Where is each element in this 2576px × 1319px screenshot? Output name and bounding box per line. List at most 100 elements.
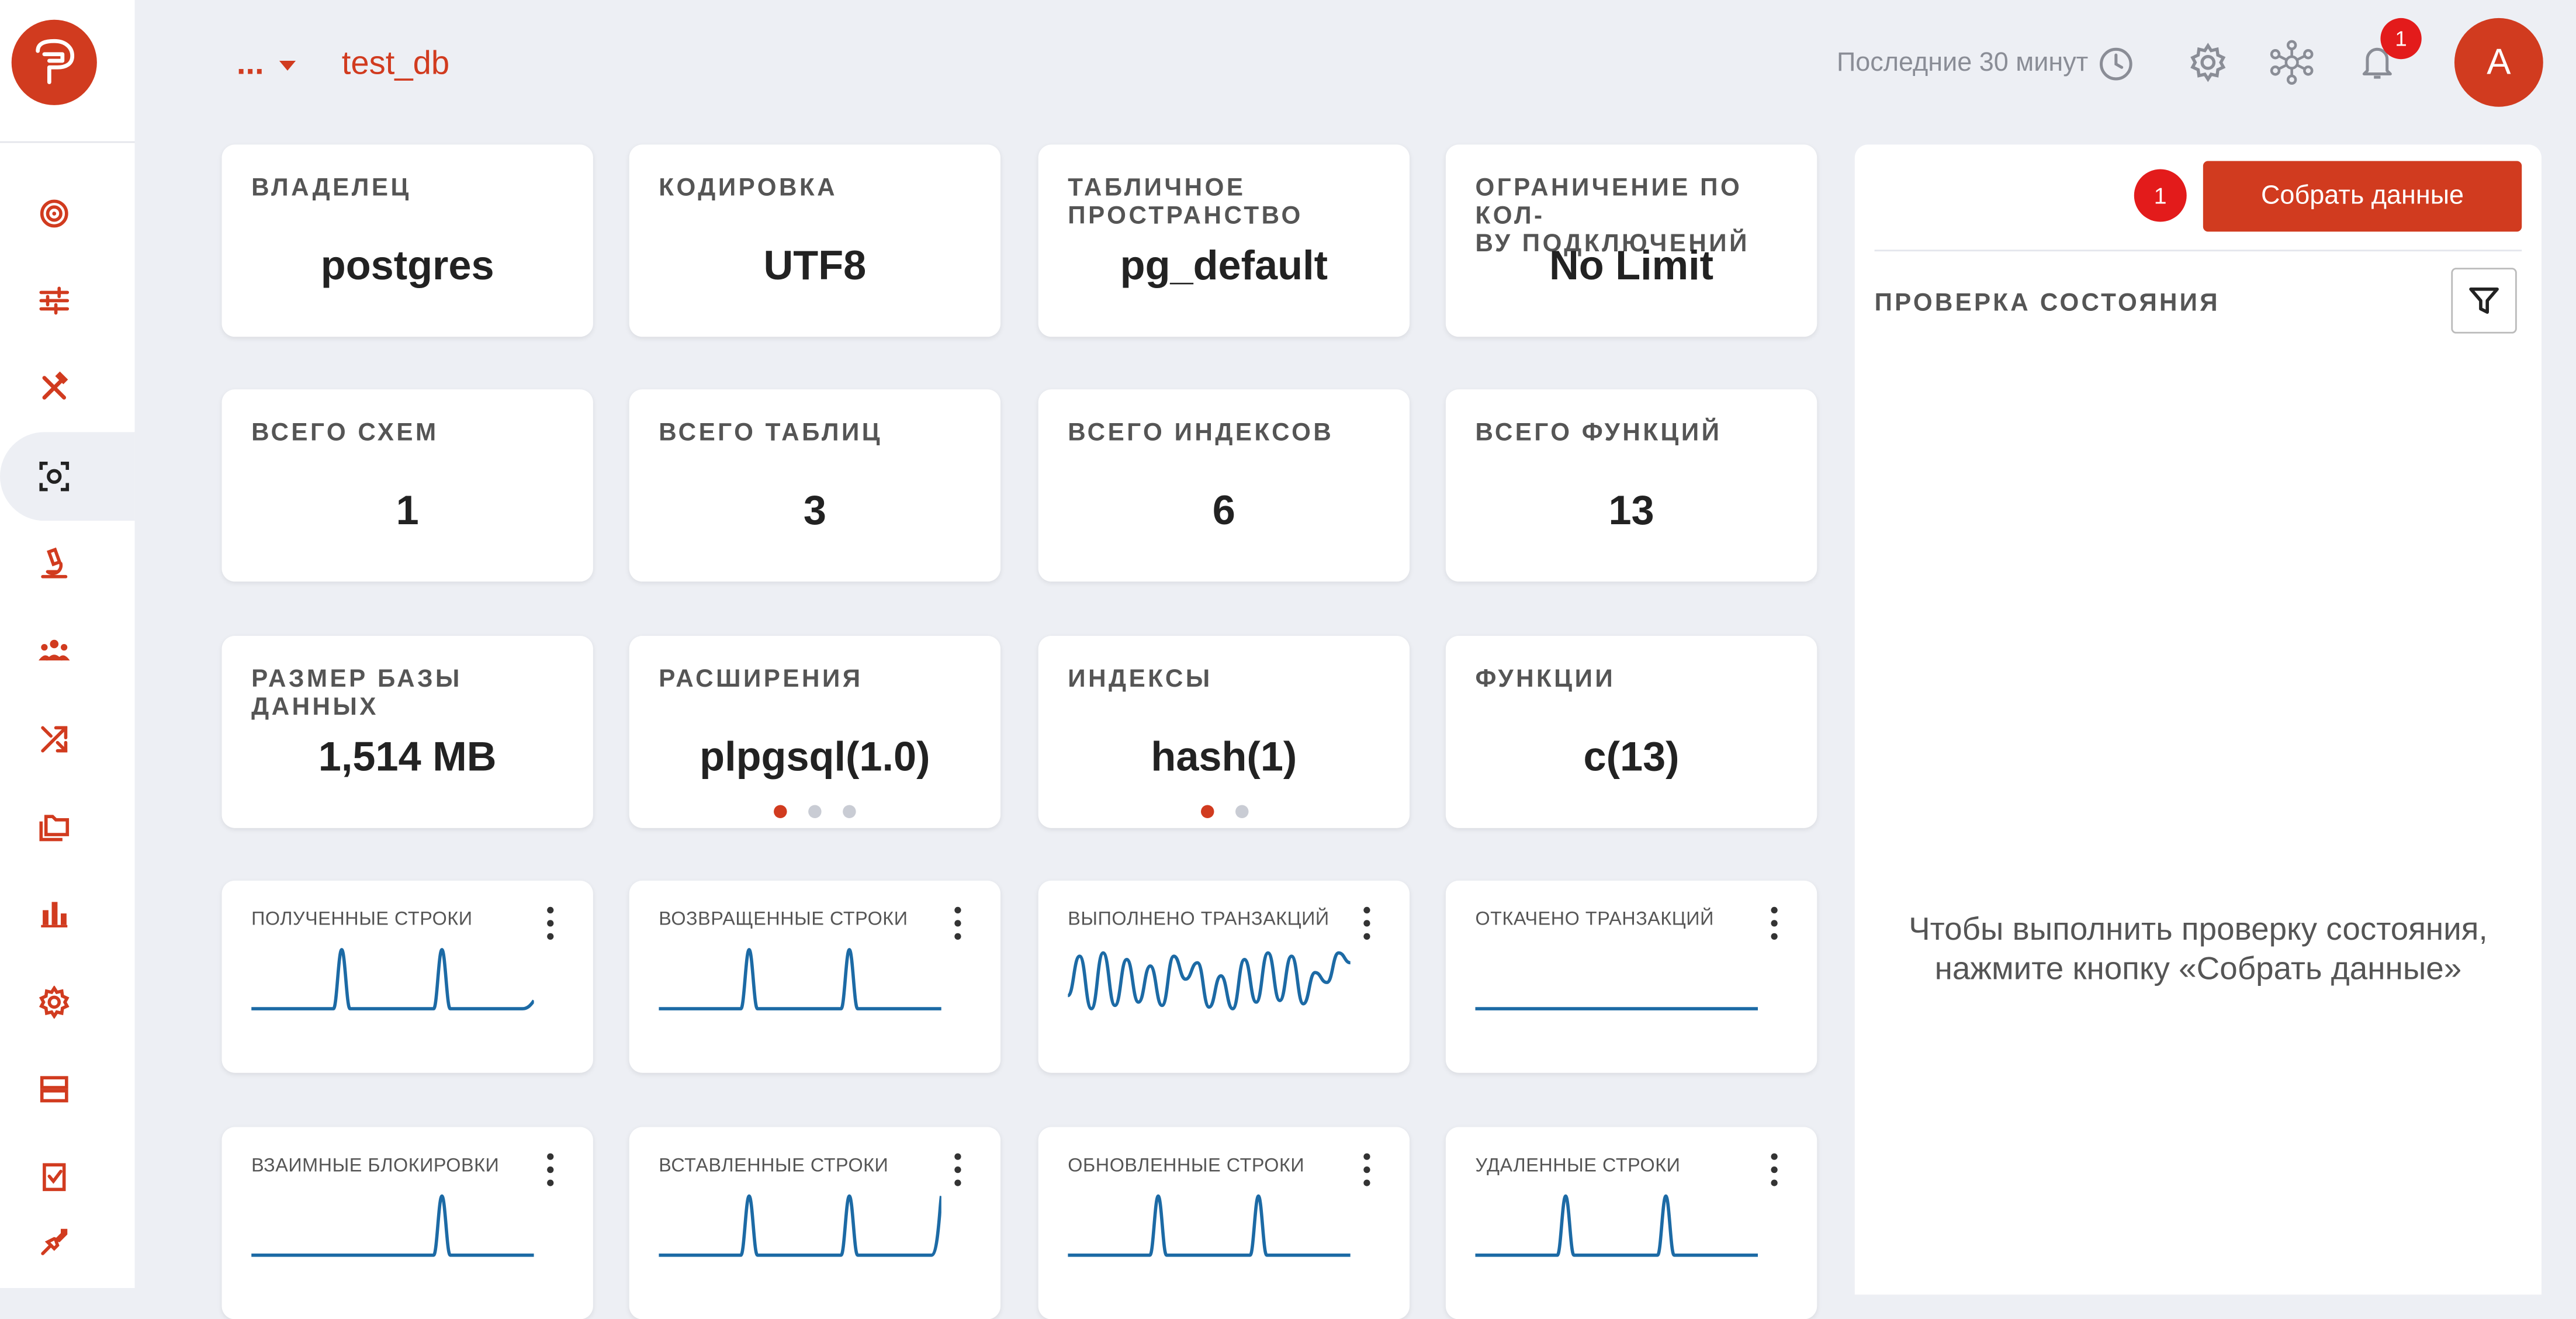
network-icon: [2270, 40, 2314, 85]
carousel-dot[interactable]: [1234, 805, 1248, 818]
breadcrumb-more-dropdown[interactable]: ...: [237, 46, 297, 84]
filter-button[interactable]: [2451, 268, 2517, 334]
info-card: ВЛАДЕЛЕЦ postgres: [221, 144, 593, 337]
target-icon: [40, 199, 68, 228]
breadcrumb-database[interactable]: test_db: [341, 46, 450, 82]
sparkline-series: [1068, 951, 1351, 1010]
settings-button[interactable]: [2185, 39, 2231, 85]
collect-data-button[interactable]: Собрать данные: [2203, 161, 2522, 232]
metric-chart-card: ОТКАЧЕНО ТРАНЗАКЦИЙ: [1445, 880, 1817, 1073]
metric-chart-card: ОБНОВЛЕННЫЕ СТРОКИ: [1038, 1127, 1410, 1319]
info-card-title: КОДИРОВКА: [659, 174, 838, 202]
sidebar-item-microscope[interactable]: [0, 527, 109, 600]
metric-chart-title: ВОЗВРАЩЕННЫЕ СТРОКИ: [659, 910, 908, 930]
info-card-title: ВСЕГО ФУНКЦИЙ: [1475, 418, 1722, 447]
info-card-title: ИНДЕКСЫ: [1068, 665, 1213, 694]
sidebar-item-checklist[interactable]: [0, 1140, 109, 1213]
chart-menu-button[interactable]: [537, 1153, 563, 1186]
chart-menu-button[interactable]: [1353, 906, 1380, 940]
user-avatar[interactable]: A: [2454, 18, 2543, 107]
info-card: РАСШИРЕНИЯ plpgsql(1.0): [629, 635, 1001, 828]
metric-chart-title: ВСТАВЛЕННЫЕ СТРОКИ: [659, 1157, 889, 1176]
server-icon: [40, 1076, 68, 1103]
sparkline-chart: [1068, 1194, 1351, 1257]
health-check-empty-message: Чтобы выполнить проверку состояния, нажм…: [1909, 912, 2488, 988]
carousel-dot[interactable]: [843, 805, 856, 818]
sidebar-item-settings-sliders[interactable]: [0, 265, 109, 337]
chart-menu-button[interactable]: [537, 906, 563, 940]
info-card-value: 13: [1608, 487, 1654, 534]
chart-menu-button[interactable]: [944, 906, 971, 940]
breadcrumb-more-label: ...: [236, 46, 264, 82]
bell-icon: [2362, 47, 2392, 79]
sidebar-item-reports[interactable]: [0, 877, 109, 950]
info-card-value: postgres: [320, 243, 494, 289]
metric-chart-title: ПОЛУЧЕННЫЕ СТРОКИ: [251, 910, 473, 930]
metric-chart-title: УДАЛЕННЫЕ СТРОКИ: [1475, 1157, 1681, 1176]
sidebar-item-settings[interactable]: [0, 966, 109, 1038]
info-card: РАЗМЕР БАЗЫ ДАННЫХ 1,514 MB: [221, 635, 593, 828]
sparkline-chart: [1068, 951, 1351, 1010]
info-card: ВСЕГО ТАБЛИЦ 3: [629, 389, 1001, 582]
sparkline-chart: [1475, 1007, 1758, 1010]
folders-icon: [39, 815, 70, 842]
info-card-value: pg_default: [1120, 243, 1328, 289]
carousel-dot[interactable]: [808, 805, 822, 818]
sidebar-item-folders[interactable]: [0, 790, 109, 863]
metric-chart-card: ПОЛУЧЕННЫЕ СТРОКИ: [221, 880, 593, 1073]
metric-chart-card: УДАЛЕННЫЕ СТРОКИ: [1445, 1127, 1817, 1319]
carousel-dots: [629, 805, 1000, 818]
info-card: ТАБЛИЧНОЕ ПРОСТРАНСТВО pg_default: [1038, 144, 1410, 337]
chart-menu-button[interactable]: [1761, 1153, 1788, 1186]
info-card-title: ВСЕГО ТАБЛИЦ: [659, 418, 883, 447]
sidebar-item-shuffle[interactable]: [0, 703, 109, 776]
notifications-badge: 1: [2380, 18, 2422, 60]
sparkline-chart: [659, 948, 941, 1010]
notifications-button[interactable]: [2354, 39, 2400, 85]
sidebar-item-target[interactable]: [0, 178, 109, 250]
sparkline-series: [1475, 1194, 1758, 1257]
collect-badge: 1: [2134, 169, 2187, 222]
info-card-value: UTF8: [763, 243, 867, 289]
sparkline-series: [1068, 1194, 1351, 1257]
sidebar-item-scan[interactable]: [0, 432, 135, 521]
elephant-logo-icon: [36, 39, 75, 84]
filter-icon: [2469, 287, 2499, 314]
info-card: ВСЕГО ИНДЕКСОВ 6: [1038, 389, 1410, 582]
sidebar-item-tools[interactable]: [0, 352, 109, 424]
sidebar: [0, 0, 135, 1288]
chart-menu-button[interactable]: [944, 1153, 971, 1186]
info-card: ОГРАНИЧЕНИЕ ПО КОЛ- ВУ ПОДКЛЮЧЕНИЙ No Lim…: [1445, 144, 1817, 337]
info-card-title: ОГРАНИЧЕНИЕ ПО КОЛ- ВУ ПОДКЛЮЧЕНИЙ: [1475, 174, 1750, 258]
time-range-selector[interactable]: Последние 30 минут: [1837, 46, 2134, 82]
pin-icon: [41, 1228, 68, 1255]
app-logo[interactable]: [11, 19, 97, 105]
sidebar-item-servers[interactable]: [0, 1053, 109, 1126]
metric-chart-card: ВЗАИМНЫЕ БЛОКИРОВКИ: [221, 1127, 593, 1319]
carousel-dot[interactable]: [1200, 805, 1214, 818]
chart-menu-button[interactable]: [1761, 906, 1788, 940]
metric-chart-card: ВСТАВЛЕННЫЕ СТРОКИ: [629, 1127, 1001, 1319]
health-check-title: ПРОВЕРКА СОСТОЯНИЯ: [1874, 289, 2220, 317]
sidebar-item-users[interactable]: [0, 614, 109, 687]
sparkline-chart: [1475, 1194, 1758, 1257]
scan-icon: [39, 461, 70, 491]
carousel-dot[interactable]: [774, 805, 787, 818]
pin-sidebar-button[interactable]: [0, 1206, 109, 1278]
checklist-icon: [43, 1163, 66, 1192]
shuffle-icon: [41, 726, 68, 753]
info-card-value: plpgsql(1.0): [700, 734, 930, 781]
info-card-value: c(13): [1583, 734, 1680, 781]
sparkline-chart: [659, 1194, 941, 1257]
time-range-label: Последние 30 минут: [1836, 49, 2089, 78]
cluster-topology-button[interactable]: [2269, 39, 2315, 85]
sparkline-series: [659, 1194, 941, 1257]
caret-down-icon: [278, 60, 296, 70]
sparkline-series: [251, 948, 534, 1010]
metric-chart-card: ВОЗВРАЩЕННЫЕ СТРОКИ: [629, 880, 1001, 1073]
chart-menu-button[interactable]: [1353, 1153, 1380, 1186]
microscope-icon: [41, 547, 68, 579]
metric-chart-card: ВЫПОЛНЕНО ТРАНЗАКЦИЙ: [1038, 880, 1410, 1073]
health-check-panel: 1 Собрать данные ПРОВЕРКА СОСТОЯНИЯ Чтоб…: [1854, 144, 2542, 1295]
sparkline-series: [659, 948, 941, 1010]
